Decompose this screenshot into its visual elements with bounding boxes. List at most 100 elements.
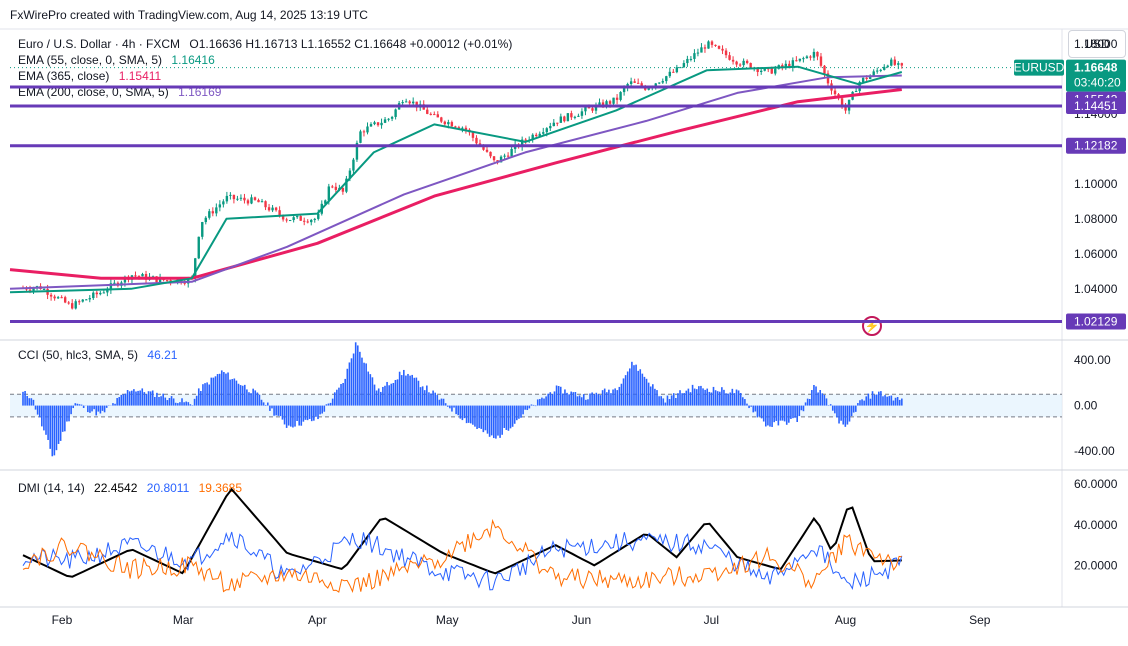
candle-body [67, 302, 70, 304]
dmi-tick-label: 20.0000 [1074, 558, 1118, 572]
candle-body [605, 101, 608, 107]
candle-body [208, 211, 211, 218]
currency-button[interactable]: USD [1068, 30, 1126, 58]
candle-body [682, 63, 686, 68]
cci-tick-label: 400.00 [1074, 353, 1111, 367]
candle-body [598, 102, 601, 106]
candle-body [485, 149, 489, 152]
candle-body [731, 59, 735, 62]
candle-body [760, 70, 763, 73]
candle-body [232, 194, 236, 200]
candle-body [492, 156, 496, 161]
candle-body [559, 116, 563, 123]
candle-body [742, 60, 745, 66]
candle-body [229, 194, 232, 196]
candle-body [246, 200, 250, 204]
level-tag-3 [1066, 137, 1126, 154]
candle-body [531, 134, 534, 140]
candle-body [823, 65, 826, 74]
candle-body [151, 276, 155, 278]
candle-body [81, 299, 84, 302]
candle-body [429, 113, 432, 115]
candle-body [784, 63, 788, 67]
candle-body [686, 58, 689, 64]
candle-body [717, 45, 721, 49]
candle-body [707, 41, 710, 49]
bar-countdown: 03:40:20 [1074, 76, 1121, 90]
candle-body [770, 68, 773, 74]
candle-body [447, 122, 450, 125]
candle-body [197, 236, 200, 259]
legend-symbol-row: Euro / U.S. Dollar · 4h · FXCM O1.16636 … [18, 37, 512, 51]
candle-body [426, 109, 429, 114]
cci-tick-label: -400.00 [1074, 444, 1115, 458]
candle-body [137, 275, 141, 277]
time-tick-label: Jun [572, 613, 591, 627]
candle-body [897, 63, 900, 65]
candle-body [306, 221, 309, 223]
candle-body [594, 105, 598, 111]
price-pane [9, 40, 1062, 324]
candle-body [53, 296, 56, 299]
candle-body [471, 132, 475, 138]
candle-body [359, 131, 362, 143]
candle-body [584, 107, 587, 112]
price-tick-label: 1.18000 [1074, 37, 1118, 51]
dmi-label: DMI (14, 14) [18, 481, 85, 495]
candle-body [672, 71, 675, 73]
candle-body [253, 197, 257, 200]
candle-body [348, 170, 352, 179]
candle-body [819, 56, 823, 66]
candle-body [204, 217, 207, 223]
candle-body [840, 98, 844, 108]
dmi-line-di [22, 518, 902, 593]
candle-body [812, 51, 816, 58]
candle-body [826, 73, 830, 84]
candle-body [816, 51, 819, 57]
candle-body [545, 128, 548, 133]
candle-body [591, 108, 594, 111]
dmi-adx-value: 22.4542 [94, 481, 138, 495]
dmi-tick-label: 40.0000 [1074, 518, 1118, 532]
candle-body [573, 116, 577, 118]
level-tag-label: 1.02129 [1074, 315, 1118, 329]
candle-body [738, 64, 742, 66]
candle-body [577, 115, 580, 117]
candle-body [187, 278, 190, 284]
candle-body [387, 118, 390, 120]
candle-body [689, 58, 693, 60]
ema55-label: EMA (55, close, 0, SMA, 5) [18, 53, 163, 67]
candle-body [85, 299, 88, 301]
candle-body [285, 219, 288, 221]
level-tag-2 [1066, 98, 1126, 115]
legend-ema200-row[interactable]: EMA (200, close, 0, SMA, 5) 1.16169 [18, 85, 221, 99]
candle-body [74, 301, 77, 309]
dmi-pane [22, 487, 903, 593]
candle-body [369, 124, 373, 127]
legend-ema365-row[interactable]: EMA (365, close) 1.15411 [18, 69, 161, 83]
candle-body [106, 290, 109, 293]
candle-body [745, 60, 749, 64]
dmi-plus-value: 20.8011 [146, 481, 190, 495]
legend-cci-row[interactable]: CCI (50, hlc3, SMA, 5) 46.21 [18, 348, 177, 362]
candle-body [665, 76, 668, 82]
candle-body [334, 186, 338, 190]
candle-body [679, 67, 682, 69]
candle-body [201, 222, 204, 237]
candle-body [281, 215, 285, 220]
candle-body [721, 48, 724, 51]
symbol-title: Euro / U.S. Dollar · 4h · FXCM [18, 37, 181, 51]
candle-body [661, 81, 664, 83]
candle-body [570, 113, 573, 118]
candle-body [503, 155, 506, 157]
candle-body [788, 63, 791, 68]
legend-ema55-row[interactable]: EMA (55, close, 0, SMA, 5) 1.16416 [18, 53, 215, 67]
legend-dmi-row[interactable]: DMI (14, 14) 22.4542 20.8011 19.3685 [18, 481, 242, 495]
candle-body [60, 297, 63, 299]
candle-body [288, 220, 292, 222]
time-tick-label: Feb [52, 613, 73, 627]
candle-body [893, 59, 896, 65]
candle-body [675, 67, 679, 73]
candle-body [879, 69, 882, 71]
